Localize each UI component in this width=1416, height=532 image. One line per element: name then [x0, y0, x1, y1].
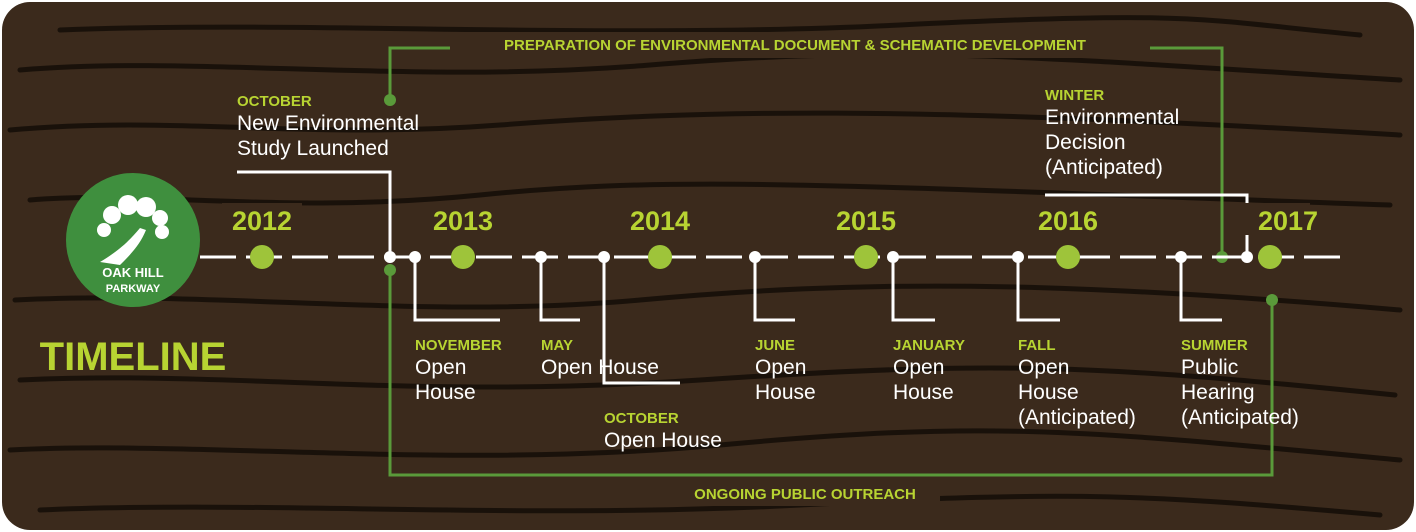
event-month: SUMMER [1181, 337, 1248, 354]
event-dot [598, 251, 610, 263]
year-label: 2014 [630, 206, 690, 236]
event-text: Decision [1045, 131, 1126, 154]
year-label: 2016 [1038, 206, 1098, 236]
event-text: Open [755, 356, 806, 379]
event-month: OCTOBER [604, 410, 679, 427]
event-month: MAY [541, 337, 573, 354]
event-text: Open [893, 356, 944, 379]
event-month: FALL [1018, 337, 1056, 354]
event-text: House [755, 381, 816, 404]
event-month: JUNE [755, 337, 795, 354]
year-label: 2012 [232, 206, 292, 236]
year-label: 2017 [1258, 206, 1318, 236]
event-dot [1175, 251, 1187, 263]
event-dot [1012, 251, 1024, 263]
event-text: Open House [604, 429, 722, 452]
logo-text: PARKWAY [106, 283, 161, 295]
event-text: Study Launched [237, 137, 389, 160]
event-text: Open [415, 356, 466, 379]
event-dot [1241, 251, 1253, 263]
event-dot [409, 251, 421, 263]
event-text: (Anticipated) [1181, 406, 1299, 429]
year-dot [854, 245, 878, 269]
event-month: NOVEMBER [415, 337, 502, 354]
timeline-graphic: PREPARATION OF ENVIRONMENTAL DOCUMENT & … [0, 0, 1416, 532]
year-dot [451, 245, 475, 269]
event-dot [887, 251, 899, 263]
event-month: OCTOBER [237, 93, 312, 110]
year-dot [250, 245, 274, 269]
event-text: House [1018, 381, 1079, 404]
event-text: House [893, 381, 954, 404]
event-text: (Anticipated) [1045, 156, 1163, 179]
event-dot [384, 251, 396, 263]
event-text: (Anticipated) [1018, 406, 1136, 429]
year-label: 2015 [836, 206, 896, 236]
year-dot [648, 245, 672, 269]
title: TIMELINE [40, 335, 227, 379]
event-month: WINTER [1045, 87, 1104, 104]
top-bracket-label: PREPARATION OF ENVIRONMENTAL DOCUMENT & … [504, 37, 1086, 54]
event-dot [535, 251, 547, 263]
year-dot [1258, 245, 1282, 269]
bracket-dot [384, 264, 396, 276]
event-text: Hearing [1181, 381, 1255, 404]
event-text: New Environmental [237, 112, 419, 135]
bottom-bracket-label: ONGOING PUBLIC OUTREACH [694, 486, 916, 503]
bracket-dot [1266, 294, 1278, 306]
event-month: JANUARY [893, 337, 965, 354]
year-dot [1056, 245, 1080, 269]
event-text: House [415, 381, 476, 404]
logo-text: OAK HILL [102, 265, 163, 280]
year-label: 2013 [433, 206, 493, 236]
event-text: Environmental [1045, 106, 1179, 129]
bracket-dot [384, 94, 396, 106]
event-text: Public [1181, 356, 1238, 379]
event-text: Open [1018, 356, 1069, 379]
event-text: Open House [541, 356, 659, 379]
event-dot [749, 251, 761, 263]
